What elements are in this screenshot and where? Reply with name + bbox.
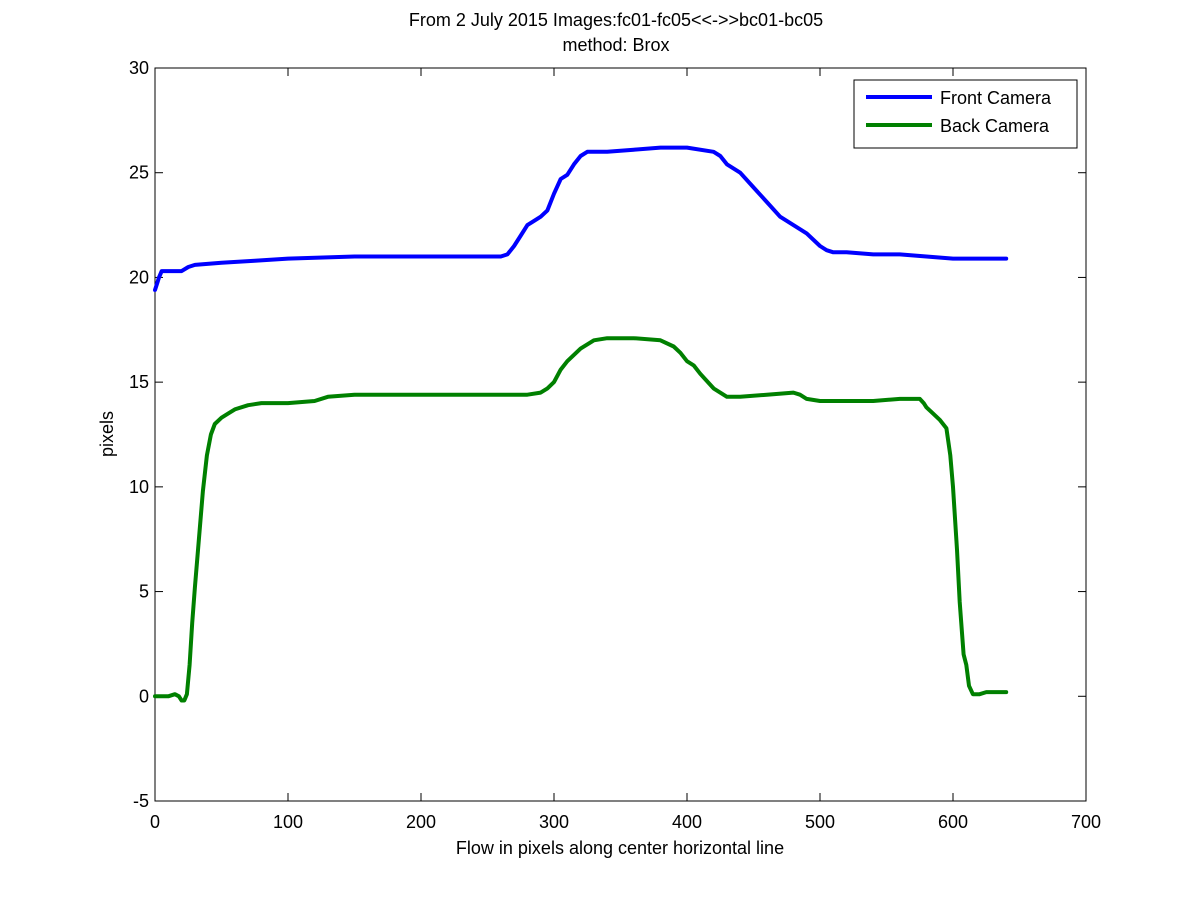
y-tick-label: -5 [133,791,149,811]
legend-label: Back Camera [940,116,1050,136]
x-axis-label: Flow in pixels along center horizontal l… [456,838,784,858]
y-tick-label: 30 [129,58,149,78]
y-tick-label: 15 [129,372,149,392]
legend-label: Front Camera [940,88,1052,108]
y-tick-label: 25 [129,163,149,183]
y-axis-label: pixels [97,411,117,457]
y-tick-label: 5 [139,582,149,602]
chart-subtitle: method: Brox [562,35,669,55]
y-tick-label: 0 [139,686,149,706]
x-tick-label: 500 [805,812,835,832]
x-tick-label: 300 [539,812,569,832]
x-tick-label: 700 [1071,812,1101,832]
y-tick-label: 20 [129,267,149,287]
series-line-1 [153,336,1009,703]
legend-box [853,79,1078,149]
chart-title: From 2 July 2015 Images:fc01-fc05<<->>bc… [409,10,823,30]
series-lines [153,145,1009,703]
plot-area [154,67,1087,802]
x-tick-label: 200 [406,812,436,832]
series-line-0 [153,145,1009,292]
x-tick-label: 400 [672,812,702,832]
x-tick-label: 0 [150,812,160,832]
y-tick-label: 10 [129,477,149,497]
x-tick-label: 600 [938,812,968,832]
legend: Front Camera Back Camera [853,79,1078,149]
x-tick-label: 100 [273,812,303,832]
